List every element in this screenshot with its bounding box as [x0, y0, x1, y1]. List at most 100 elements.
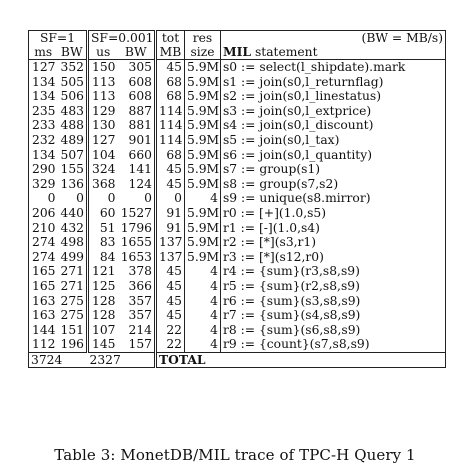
- cell-bw-sf0001: 157: [117, 337, 157, 353]
- header-row-2: ms BW us BW MB size MIL statement: [28, 45, 446, 60]
- cell-bw-sf1: 432: [57, 220, 89, 236]
- cell-bw-sf1: 136: [57, 176, 89, 192]
- cell-res-size: 4: [184, 264, 221, 279]
- table-row: 165 271 125 366 45 4 r5 := {sum}(r2,s8,s9): [28, 278, 446, 294]
- cell-tot-mb: 45: [155, 293, 185, 309]
- cell-res-size: 4: [184, 308, 221, 323]
- cell-bw-sf0001: 366: [117, 278, 157, 294]
- cell-us: 125: [92, 278, 116, 293]
- cell-res-size: 5.9M: [184, 235, 221, 250]
- cell-bw-sf0001: 141: [117, 162, 157, 177]
- cell-bw-sf1: 155: [57, 162, 89, 177]
- cell-ms: 165: [28, 278, 58, 294]
- cell-tot-mb: 114: [155, 118, 185, 133]
- cell-ms: 127: [28, 58, 58, 75]
- cell-res-size: 5.9M: [184, 249, 221, 265]
- cell-bw-sf1: 488: [57, 118, 89, 133]
- cell-statement: s7 := group(s1): [220, 162, 446, 177]
- cell-bw-sf1: 352: [57, 58, 89, 75]
- cell-tot-mb: 0: [155, 191, 185, 206]
- cell-bw-sf0001: 1653: [117, 249, 157, 265]
- cell-us: 145: [92, 337, 116, 352]
- cell-statement: r7 := {sum}(s4,s8,s9): [220, 308, 446, 323]
- mil-trace-table: SF=1 SF=0.001 tot res (BW = MB/s) ms BW …: [28, 30, 446, 369]
- cell-ms: 163: [28, 308, 58, 323]
- cell-statement: r2 := [*](s3,r1): [220, 235, 446, 250]
- cell-us: 113: [92, 74, 116, 89]
- cell-bw-sf0001: 887: [117, 103, 157, 119]
- cell-res-size: 5.9M: [184, 58, 221, 75]
- cell-statement: r8 := {sum}(s6,s8,s9): [220, 322, 446, 338]
- cell-tot-mb: 91: [155, 220, 185, 236]
- cell-ms: 235: [28, 103, 58, 119]
- cell-ms: 134: [28, 74, 58, 90]
- table-row: 0 0 0 0 0 4 s9 := unique(s8.mirror): [28, 191, 446, 206]
- cell-bw-sf1: 483: [57, 103, 89, 119]
- header-row-1: SF=1 SF=0.001 tot res (BW = MB/s): [28, 30, 446, 45]
- cell-res-size: 5.9M: [184, 176, 221, 192]
- header-sf1: SF=1: [28, 30, 89, 45]
- table-row: 329 136 368 124 45 5.9M s8 := group(s7,s2): [28, 176, 446, 192]
- cell-bw-sf0001: 901: [117, 132, 157, 148]
- table-row: 165 271 121 378 45 4 r4 := {sum}(r3,s8,s9): [28, 264, 446, 279]
- cell-bw-sf1: 440: [57, 205, 89, 221]
- header-mil-statement: MIL statement: [220, 45, 446, 60]
- cell-ms: 329: [28, 176, 58, 192]
- cell-us: 129: [92, 103, 116, 118]
- cell-bw-sf1: 0: [57, 191, 89, 206]
- cell-us: 0: [107, 191, 116, 206]
- total-us: 2327: [87, 351, 157, 369]
- cell-tot-mb: 137: [155, 249, 185, 265]
- header-statement: statement: [254, 45, 318, 59]
- cell-bw-sf1: 196: [57, 337, 89, 353]
- cell-bw-sf1: 489: [57, 132, 89, 148]
- cell-tot-mb: 22: [155, 322, 185, 338]
- cell-bw-sf1: 271: [57, 264, 89, 279]
- cell-statement: s8 := group(s7,s2): [220, 176, 446, 192]
- cell-ms: 0: [28, 191, 58, 206]
- cell-bw-sf0001: 1655: [117, 235, 157, 250]
- cell-statement: s1 := join(s0,l_returnflag): [220, 74, 446, 90]
- cell-us: 104: [92, 147, 116, 162]
- cell-res-size: 4: [184, 322, 221, 338]
- cell-statement: r6 := {sum}(s3,s8,s9): [220, 293, 446, 309]
- table-row: 206 440 60 1527 91 5.9M r0 := [+](1.0,s5): [28, 205, 446, 221]
- cell-statement: s6 := join(s0,l_quantity): [220, 147, 446, 163]
- cell-bw-sf1: 275: [57, 308, 89, 323]
- cell-bw-sf0001: 0: [117, 191, 157, 206]
- cell-us: 113: [92, 89, 116, 104]
- cell-us: 150: [87, 58, 118, 75]
- header-bw-note: (BW = MB/s): [220, 30, 446, 45]
- cell-res-size: 5.9M: [184, 220, 221, 236]
- cell-tot-mb: 45: [155, 308, 185, 323]
- header-us: us: [96, 45, 111, 59]
- cell-res-size: 4: [184, 337, 221, 353]
- cell-res-size: 5.9M: [184, 89, 221, 104]
- cell-bw-sf1: 499: [57, 249, 89, 265]
- cell-bw-sf1: 275: [57, 293, 89, 309]
- table-row: 235 483 129 887 114 5.9M s3 := join(s0,l_extpr…: [28, 103, 446, 119]
- cell-us: 83: [99, 235, 116, 250]
- table-caption: Table 3: MonetDB/MIL trace of TPC-H Quer…: [54, 446, 416, 464]
- cell-bw-sf0001: 1527: [117, 205, 157, 221]
- cell-us: 128: [92, 308, 116, 323]
- table-row: 134 507 104 660 68 5.9M s6 := join(s0,l_quanti…: [28, 147, 446, 163]
- table-row: 232 489 127 901 114 5.9M s5 := join(s0,l_tax): [28, 132, 446, 148]
- cell-tot-mb: 45: [155, 278, 185, 294]
- total-row: 3724 2327 TOTAL: [28, 351, 446, 369]
- cell-res-size: 5.9M: [184, 118, 221, 133]
- cell-ms: 165: [28, 264, 58, 279]
- total-ms: 3724: [28, 351, 88, 369]
- cell-tot-mb: 114: [155, 103, 185, 119]
- cell-bw-sf0001: 660: [117, 147, 157, 163]
- cell-statement: s0 := select(l_shipdate).mark: [220, 58, 446, 75]
- cell-tot-mb: 68: [155, 89, 185, 104]
- cell-bw-sf0001: 1796: [117, 220, 157, 236]
- cell-res-size: 5.9M: [184, 74, 221, 90]
- cell-statement: s9 := unique(s8.mirror): [220, 191, 446, 206]
- cell-tot-mb: 68: [155, 74, 185, 90]
- cell-us: 128: [92, 293, 116, 308]
- cell-bw-sf0001: 357: [117, 308, 157, 323]
- cell-us: 127: [92, 132, 116, 147]
- header-bw2: BW: [117, 45, 157, 60]
